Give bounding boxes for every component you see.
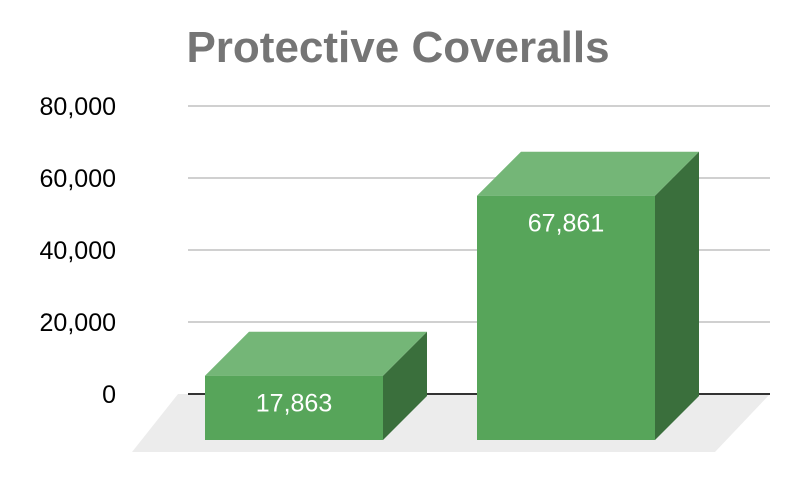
y-tick-label: 60,000 [40, 165, 116, 193]
bar-front-face [205, 375, 383, 440]
bar-top-face [205, 331, 427, 376]
bar-side-face [655, 151, 699, 441]
data-label: 67,861 [528, 210, 604, 238]
y-tick-label: 40,000 [40, 237, 116, 265]
bar-side-face [383, 331, 427, 440]
data-label: 17,863 [256, 390, 332, 418]
bar-front-face [477, 195, 655, 440]
y-tick-label: 20,000 [40, 309, 116, 337]
bars [205, 151, 699, 441]
bar [477, 151, 699, 441]
chart-title: Protective Coveralls [186, 23, 609, 72]
bar [205, 331, 427, 440]
bar-top-face [477, 151, 699, 196]
data-labels: 17,863 67,861 [256, 210, 604, 418]
y-tick-label: 80,000 [40, 93, 116, 121]
y-tick-label: 0 [102, 381, 116, 409]
y-axis-ticks: 0 20,000 40,000 60,000 80,000 [40, 93, 116, 409]
